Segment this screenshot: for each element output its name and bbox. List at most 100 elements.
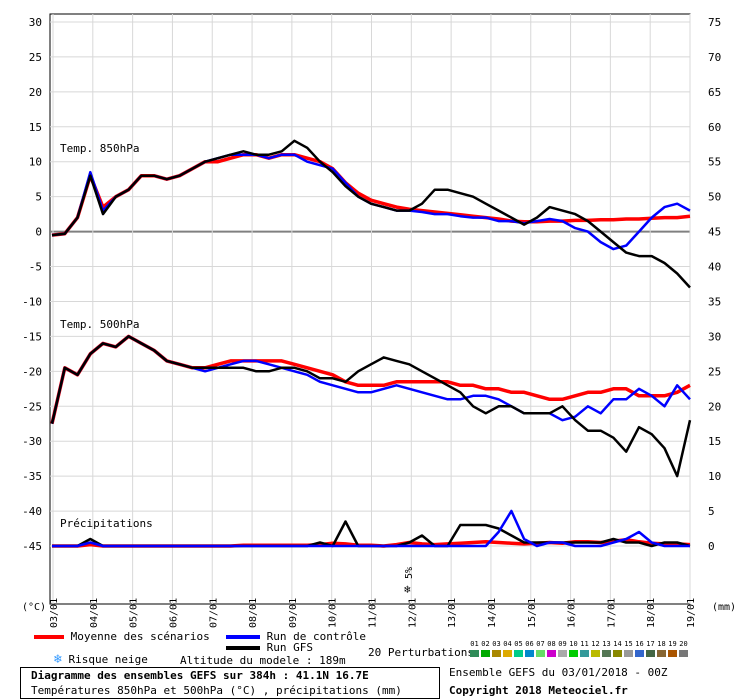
y-right-tick-label: 70 (708, 51, 721, 64)
perturbation-04: 04 (502, 640, 513, 658)
perturbation-number: 20 (679, 640, 688, 648)
perturbation-19: 19 (667, 640, 678, 658)
y-left-tick-label: -30 (22, 435, 42, 448)
y-right-unit: (mm) (712, 602, 736, 613)
y-right-tick-label: 50 (708, 191, 721, 204)
x-tick-label: 10/01 (328, 598, 339, 628)
y-right-tick-label: 55 (708, 156, 721, 169)
x-tick-label: 07/01 (208, 598, 219, 628)
perturbation-swatch (679, 650, 688, 657)
y-right-tick-label: 65 (708, 86, 721, 99)
perturbation-swatch (558, 650, 567, 657)
perturbation-number: 02 (481, 640, 490, 648)
x-tick-label: 03/01 (49, 598, 60, 628)
x-tick-label: 09/01 (288, 598, 299, 628)
perturbation-number: 07 (536, 640, 545, 648)
y-left-tick-label: -25 (22, 400, 42, 413)
legend-control: Run de contrôle (226, 630, 366, 643)
x-tick-label: 12/01 (407, 598, 418, 628)
snow-percent: 5% (404, 567, 415, 579)
y-left-tick-label: -5 (29, 261, 42, 274)
t500-label: Temp. 500hPa (60, 318, 139, 331)
legend-control-label: Run de contrôle (266, 630, 366, 643)
perturbation-09: 09 (557, 640, 568, 658)
legend-gfs: Run GFS (226, 641, 313, 654)
snow-marker-icon: ❄ (404, 583, 411, 596)
perturbation-08: 08 (546, 640, 557, 658)
y-left-tick-label: -15 (22, 330, 42, 343)
x-tick-label: 11/01 (368, 598, 379, 628)
perturbation-number: 09 (558, 640, 567, 648)
perturbation-13: 13 (601, 640, 612, 658)
perturbation-swatch (668, 650, 677, 657)
perturbation-swatch (624, 650, 633, 657)
perturbation-number: 01 (470, 640, 479, 648)
perturbation-swatch (503, 650, 512, 657)
y-left-unit: (°C) (22, 602, 46, 613)
y-left-tick-label: -40 (22, 505, 42, 518)
perturbation-03: 03 (491, 640, 502, 658)
perturbation-06: 06 (524, 640, 535, 658)
perturbation-16: 16 (634, 640, 645, 658)
perturbation-number: 15 (624, 640, 633, 648)
x-tick-label: 18/01 (646, 598, 657, 628)
perturbation-number: 14 (613, 640, 622, 648)
y-right-tick-label: 10 (708, 470, 721, 483)
y-left-tick-label: 15 (29, 121, 42, 134)
perturbation-18: 18 (656, 640, 667, 658)
mean-swatch (34, 635, 64, 639)
y-left-tick-label: 25 (29, 51, 42, 64)
perturbation-15: 15 (623, 640, 634, 658)
perturbation-number: 06 (525, 640, 534, 648)
perturbation-number: 18 (657, 640, 666, 648)
series-line-t850-run-gfs (51, 139, 691, 289)
y-left-tick-label: 5 (35, 191, 42, 204)
chart-subtitle: Températures 850hPa et 500hPa (°C) , pré… (31, 684, 402, 697)
perturbation-05: 05 (513, 640, 524, 658)
y-right-tick-label: 60 (708, 121, 721, 134)
series-line-precip-run-de-contr-le (52, 509, 690, 548)
y-right-tick-label: 40 (708, 261, 721, 274)
perturbation-swatch (514, 650, 523, 657)
y-left-tick-label: 10 (29, 156, 42, 169)
perturbation-07: 07 (535, 640, 546, 658)
perturbation-number: 17 (646, 640, 655, 648)
perturbation-swatch (635, 650, 644, 657)
x-tick-label: 17/01 (606, 598, 617, 628)
perturbation-swatch (569, 650, 578, 657)
perturbation-swatch (580, 650, 589, 657)
perturbation-swatch (470, 650, 479, 657)
perturbation-number: 19 (668, 640, 677, 648)
y-left-tick-label: -10 (22, 295, 42, 308)
y-left-tick-label: -20 (22, 365, 42, 378)
chart-title: Diagramme des ensembles GEFS sur 384h : … (31, 669, 369, 682)
perturbations-label: 20 Perturbations (368, 646, 474, 659)
legend-gfs-label: Run GFS (266, 641, 313, 654)
gfs-swatch (226, 646, 260, 650)
y-right-tick-label: 45 (708, 226, 721, 239)
snowflake-icon: ❄ (54, 652, 62, 667)
perturbation-swatch (525, 650, 534, 657)
perturbation-02: 02 (480, 640, 491, 658)
perturbation-number: 05 (514, 640, 523, 648)
perturbation-swatch (492, 650, 501, 657)
perturbation-number: 10 (569, 640, 578, 648)
y-right-tick-label: 75 (708, 16, 721, 29)
plot-frame (49, 13, 691, 605)
perturbation-swatch (613, 650, 622, 657)
x-tick-label: 19/01 (686, 598, 697, 628)
x-tick-label: 14/01 (487, 598, 498, 628)
y-right-tick-label: 30 (708, 330, 721, 343)
perturbation-swatch (591, 650, 600, 657)
perturbation-01: 01 (469, 640, 480, 658)
ensemble-info: Ensemble GEFS du 03/01/2018 - 00Z (449, 666, 668, 679)
altitude-label: Altitude du modele : 189m (180, 654, 346, 667)
perturbation-number: 03 (492, 640, 501, 648)
y-left-tick-label: -45 (22, 540, 42, 553)
x-tick-label: 15/01 (527, 598, 538, 628)
y-right-tick-label: 35 (708, 295, 721, 308)
perturbation-swatch (547, 650, 556, 657)
x-tick-label: 13/01 (447, 598, 458, 628)
